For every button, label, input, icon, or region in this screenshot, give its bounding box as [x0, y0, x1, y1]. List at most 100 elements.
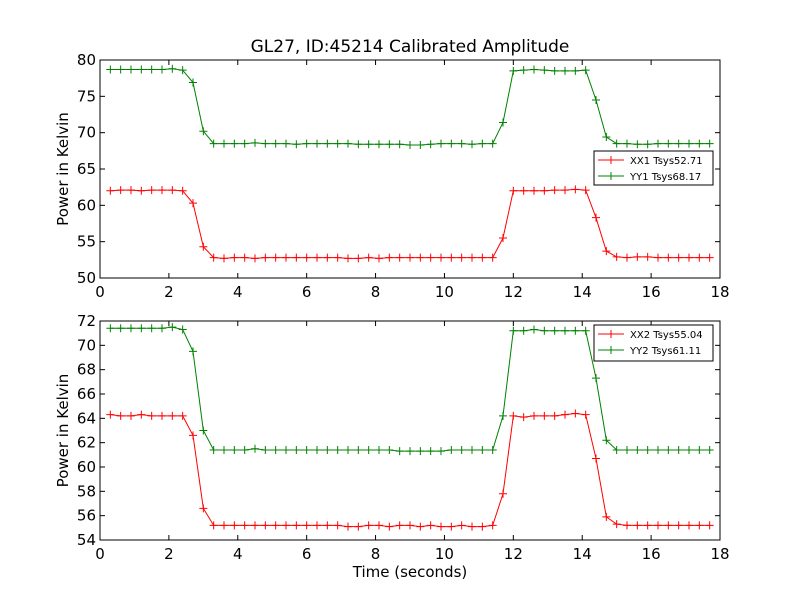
- data-point: [550, 411, 559, 420]
- data-point: [612, 520, 621, 529]
- data-point: [581, 326, 590, 335]
- legend-entry: XX2 Tsys55.04: [598, 330, 703, 341]
- data-point: [127, 65, 135, 74]
- y-tick-label: 64: [77, 409, 96, 427]
- data-point: [333, 521, 342, 530]
- data-point: [643, 445, 652, 454]
- data-point: [116, 411, 125, 420]
- data-point: [406, 447, 414, 456]
- data-point: [313, 445, 321, 454]
- data-point: [561, 186, 569, 195]
- data-point: [592, 454, 600, 463]
- data-point: [302, 521, 311, 530]
- data-point: [705, 253, 714, 262]
- data-point: [592, 213, 600, 222]
- legend-label: YY1 Tsys68.17: [629, 172, 701, 183]
- data-point: [499, 489, 507, 498]
- data-point: [561, 326, 569, 335]
- data-point: [664, 253, 673, 262]
- data-point: [168, 411, 177, 420]
- data-point: [302, 253, 311, 262]
- data-point: [261, 253, 270, 262]
- data-point: [705, 139, 714, 148]
- data-point: [468, 445, 476, 454]
- data-point: [240, 521, 249, 530]
- data-point: [199, 242, 208, 251]
- data-point: [705, 445, 714, 454]
- legend: XX1 Tsys52.71 YY1 Tsys68.17: [593, 150, 714, 186]
- data-point: [354, 445, 363, 454]
- legend-label: XX1 Tsys52.71: [630, 156, 703, 167]
- data-point: [385, 522, 394, 531]
- data-point: [643, 521, 652, 530]
- data-point: [695, 139, 704, 148]
- data-point: [488, 139, 497, 148]
- data-point: [158, 411, 166, 420]
- data-point: [437, 139, 445, 148]
- data-point: [292, 445, 301, 454]
- x-tick-label: 10: [435, 545, 454, 563]
- data-point: [488, 521, 497, 530]
- x-tick-label: 0: [95, 545, 105, 563]
- data-point: [375, 521, 383, 530]
- y-tick-label: 65: [77, 160, 96, 178]
- data-point: [664, 139, 673, 148]
- y-axis-label: Power in Kelvin: [54, 112, 72, 226]
- data-point: [695, 521, 704, 530]
- data-point: [426, 447, 435, 456]
- data-point: [695, 253, 704, 262]
- data-point: [674, 139, 683, 148]
- x-tick-label: 18: [710, 283, 729, 301]
- data-point: [685, 253, 693, 262]
- data-point: [550, 186, 559, 195]
- y-tick-label: 68: [77, 361, 96, 379]
- x-tick-label: 14: [573, 283, 592, 301]
- data-point: [116, 186, 125, 195]
- data-point: [468, 522, 476, 531]
- data-point: [654, 253, 662, 262]
- data-point: [499, 234, 507, 243]
- data-point: [685, 521, 693, 530]
- data-point: [416, 447, 425, 456]
- data-point: [592, 374, 600, 383]
- data-point: [282, 253, 290, 262]
- y-tick-label: 60: [77, 458, 96, 476]
- data-point: [158, 186, 166, 195]
- data-point: [623, 521, 631, 530]
- data-point: [271, 139, 280, 148]
- data-point: [571, 326, 580, 335]
- data-point: [519, 186, 528, 195]
- data-point: [354, 140, 363, 149]
- x-tick-label: 16: [642, 283, 661, 301]
- data-point: [674, 445, 683, 454]
- data-point: [406, 521, 414, 530]
- data-point: [282, 445, 290, 454]
- data-point: [654, 521, 662, 530]
- data-point: [220, 139, 228, 148]
- data-point: [116, 324, 125, 333]
- data-point: [385, 445, 394, 454]
- data-point: [540, 66, 549, 75]
- y-tick-label: 54: [77, 531, 96, 549]
- data-point: [323, 445, 332, 454]
- data-point: [313, 253, 321, 262]
- data-point: [209, 445, 218, 454]
- chart-title: GL27, ID:45214 Calibrated Amplitude: [251, 37, 570, 57]
- data-point: [168, 64, 177, 73]
- legend-marker: [607, 156, 615, 164]
- data-point: [447, 253, 456, 262]
- data-point: [437, 522, 445, 531]
- data-point: [168, 186, 177, 195]
- data-point: [488, 445, 497, 454]
- data-point: [457, 445, 466, 454]
- data-point: [189, 78, 197, 87]
- data-point: [106, 186, 115, 195]
- data-point: [519, 326, 528, 335]
- data-point: [189, 199, 197, 208]
- data-point: [137, 65, 146, 74]
- data-point: [137, 186, 146, 195]
- data-point: [271, 445, 280, 454]
- x-tick-label: 12: [504, 283, 523, 301]
- data-point: [437, 253, 445, 262]
- data-point: [282, 521, 290, 530]
